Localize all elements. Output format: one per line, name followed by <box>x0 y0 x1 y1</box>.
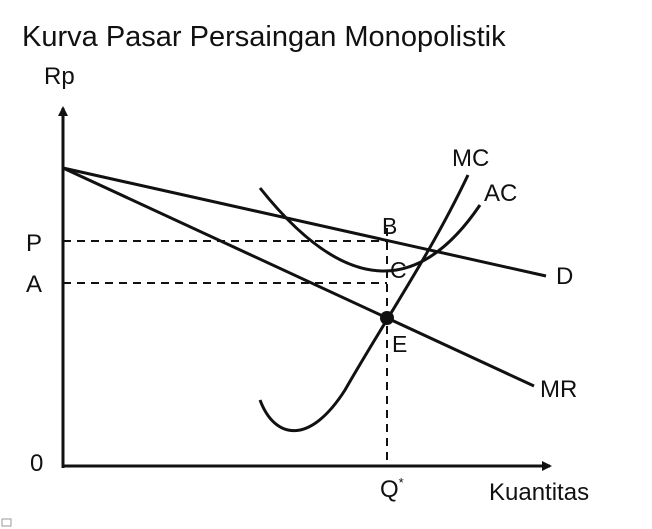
point-b-label: B <box>382 213 397 239</box>
price-a-label: A <box>26 271 42 298</box>
marginal-cost-curve <box>258 174 470 433</box>
corner-watermark-mark <box>1 518 12 527</box>
y-axis-label: Rp <box>44 63 75 90</box>
price-p-label: P <box>26 230 42 257</box>
ac-curve-label: AC <box>484 180 517 207</box>
mc-curve-label: MC <box>452 145 489 172</box>
demand-curve-label: D <box>556 263 573 290</box>
point-e-label: E <box>392 331 407 357</box>
marginal-revenue-curve <box>62 166 535 388</box>
average-cost-curve <box>258 187 482 273</box>
origin-label: 0 <box>30 450 43 477</box>
point-c-label: C <box>390 257 407 283</box>
x-axis-label: Kuantitas <box>489 479 589 506</box>
demand-curve <box>62 166 547 278</box>
quantity-q-label: Q* <box>380 475 404 503</box>
diagram-title: Kurva Pasar Persaingan Monopolistik <box>22 21 506 53</box>
mr-curve-label: MR <box>540 376 577 403</box>
equilibrium-point-e <box>380 311 394 325</box>
